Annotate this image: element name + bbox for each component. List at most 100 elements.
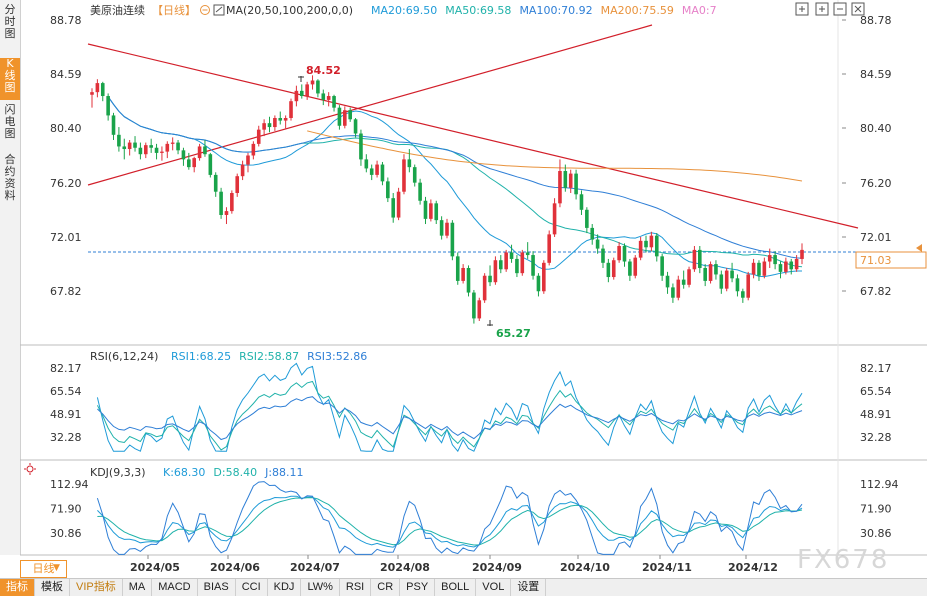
candle[interactable] xyxy=(719,270,724,294)
candle[interactable] xyxy=(461,264,465,284)
candle[interactable] xyxy=(213,172,218,197)
candle[interactable] xyxy=(122,138,127,160)
candle[interactable] xyxy=(784,257,788,275)
tab-contract-info[interactable]: 合约资料 xyxy=(4,153,16,202)
candle[interactable] xyxy=(654,233,659,262)
candle[interactable] xyxy=(100,81,105,102)
candle[interactable] xyxy=(794,255,799,272)
candle[interactable] xyxy=(660,253,664,281)
indicator-tab[interactable]: MA xyxy=(123,579,153,596)
support-trendline[interactable] xyxy=(87,24,653,186)
candle[interactable] xyxy=(165,141,170,159)
candle[interactable] xyxy=(547,230,551,266)
candlestick-chart[interactable]: 美原油连续 【日线】 MA(20,50,100,200,0,0) MA20:69… xyxy=(20,0,927,578)
candle[interactable] xyxy=(676,275,681,301)
resistance-trendline[interactable] xyxy=(87,43,859,229)
candles[interactable] xyxy=(90,75,804,324)
candle[interactable] xyxy=(396,187,401,221)
candle[interactable] xyxy=(219,187,223,219)
candle[interactable] xyxy=(482,273,487,303)
candle[interactable] xyxy=(133,136,137,152)
candle[interactable] xyxy=(708,261,713,284)
candle[interactable] xyxy=(224,207,229,225)
candle[interactable] xyxy=(515,255,519,278)
candle[interactable] xyxy=(273,115,277,131)
indicator-tab[interactable]: PSY xyxy=(400,579,436,596)
candle[interactable] xyxy=(445,218,449,239)
period-selector[interactable]: 日线 xyxy=(20,560,67,578)
candle[interactable] xyxy=(757,260,761,281)
candle[interactable] xyxy=(391,192,396,223)
candle[interactable] xyxy=(127,139,132,156)
candle[interactable] xyxy=(504,249,508,272)
indicator-tab[interactable]: 设置 xyxy=(511,579,547,596)
candle[interactable] xyxy=(628,258,632,281)
candle[interactable] xyxy=(423,196,428,225)
candle[interactable] xyxy=(692,246,697,272)
indicator-tab[interactable]: CR xyxy=(371,579,401,596)
candle[interactable] xyxy=(568,169,573,193)
candle[interactable] xyxy=(294,85,299,107)
candle[interactable] xyxy=(192,156,196,173)
candle[interactable] xyxy=(724,267,729,292)
candle[interactable] xyxy=(321,89,326,106)
candle[interactable] xyxy=(375,160,379,178)
candle[interactable] xyxy=(531,251,535,280)
candle[interactable] xyxy=(117,127,121,152)
candle[interactable] xyxy=(681,270,686,289)
candle[interactable] xyxy=(203,139,207,157)
candle[interactable] xyxy=(622,243,627,267)
candle[interactable] xyxy=(90,88,94,108)
candle[interactable] xyxy=(498,255,503,274)
candle[interactable] xyxy=(407,149,412,173)
candle[interactable] xyxy=(477,297,482,321)
candle[interactable] xyxy=(595,234,600,254)
candle[interactable] xyxy=(240,160,245,181)
candle[interactable] xyxy=(762,257,767,279)
candle[interactable] xyxy=(450,220,455,261)
candle[interactable] xyxy=(256,125,261,147)
candle[interactable] xyxy=(353,118,358,138)
indicator-tab[interactable]: RSI xyxy=(340,579,372,596)
candle[interactable] xyxy=(310,75,315,90)
candle[interactable] xyxy=(106,93,110,121)
sun-icon[interactable] xyxy=(24,463,36,475)
candle[interactable] xyxy=(149,138,153,153)
candle[interactable] xyxy=(246,152,250,173)
candle[interactable] xyxy=(230,190,234,214)
candle[interactable] xyxy=(369,164,374,181)
candle[interactable] xyxy=(767,248,772,268)
candle[interactable] xyxy=(735,274,740,297)
candle[interactable] xyxy=(111,112,116,140)
candle[interactable] xyxy=(606,258,611,283)
candle[interactable] xyxy=(789,258,794,275)
candle[interactable] xyxy=(778,261,783,279)
candle[interactable] xyxy=(649,231,654,252)
candle[interactable] xyxy=(412,164,417,187)
candle[interactable] xyxy=(590,224,595,245)
candle[interactable] xyxy=(698,246,702,274)
candle[interactable] xyxy=(348,107,352,122)
candle[interactable] xyxy=(536,273,541,297)
tab-flash-chart[interactable]: 闪电图 xyxy=(4,103,16,140)
candle[interactable] xyxy=(364,154,369,173)
candle[interactable] xyxy=(170,137,175,151)
minus-circle-icon[interactable] xyxy=(200,5,210,15)
candle[interactable] xyxy=(332,94,336,112)
candle[interactable] xyxy=(714,260,718,280)
candle[interactable] xyxy=(509,244,514,263)
candle[interactable] xyxy=(644,235,648,253)
candle[interactable] xyxy=(434,200,439,225)
candle[interactable] xyxy=(638,236,643,261)
candle[interactable] xyxy=(472,289,476,324)
candle[interactable] xyxy=(95,79,100,98)
candle[interactable] xyxy=(251,141,256,160)
candle[interactable] xyxy=(574,169,578,200)
candle[interactable] xyxy=(585,207,589,234)
indicator-tab[interactable]: 模板 xyxy=(35,579,70,596)
candle[interactable] xyxy=(611,257,616,280)
candle[interactable] xyxy=(299,84,304,99)
candle[interactable] xyxy=(235,173,240,197)
candle[interactable] xyxy=(703,264,707,287)
